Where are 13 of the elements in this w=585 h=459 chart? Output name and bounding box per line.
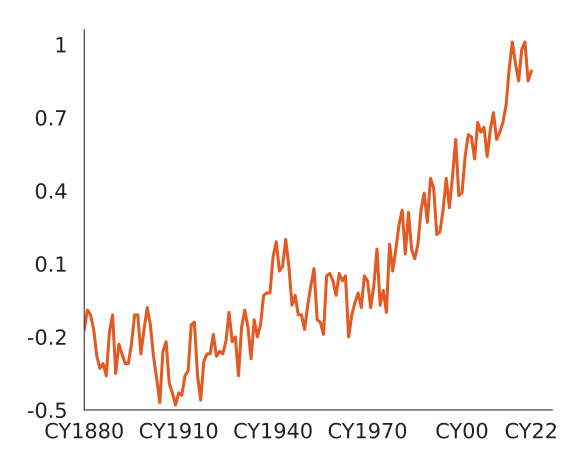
x-tick-label: CY22 [506, 422, 556, 439]
y-tick-label: -0.5 [28, 402, 66, 418]
y-tick-label: 0.1 [36, 256, 66, 272]
x-tick-label: CY1940 [234, 422, 312, 439]
y-tick-label: 0.7 [36, 110, 66, 126]
x-tick-label: CY1880 [45, 422, 123, 439]
line-series [84, 40, 533, 407]
x-tick-label: CY00 [436, 422, 488, 439]
y-tick-label: -0.2 [28, 329, 66, 346]
y-tick-label: 0.4 [36, 183, 66, 199]
x-tick-label: CY1970 [328, 422, 406, 439]
x-tick-label: CY1910 [140, 422, 218, 439]
y-tick-label: 1 [56, 37, 66, 52]
